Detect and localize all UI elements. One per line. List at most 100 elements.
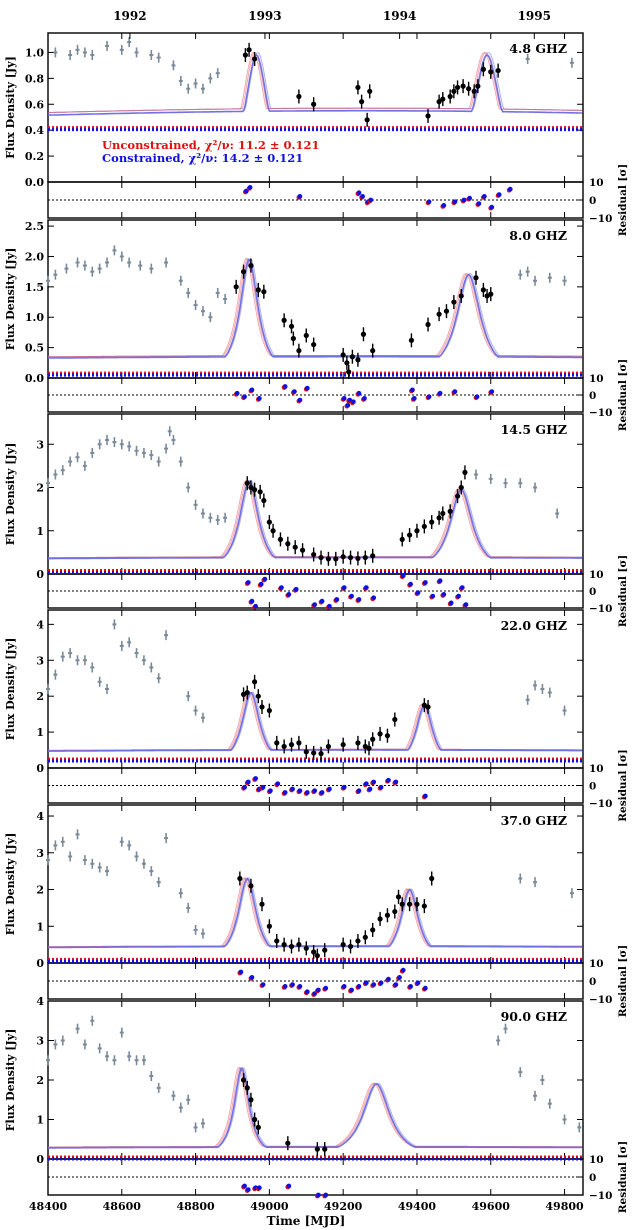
y-tick-label: 2.0 <box>25 250 44 263</box>
data-point <box>303 749 309 755</box>
residual-axis-label: Residual [σ] <box>617 749 629 821</box>
residual-point-constrained <box>378 784 384 790</box>
data-point <box>377 731 383 737</box>
model-curve <box>47 877 583 948</box>
model-curve <box>48 692 583 752</box>
data-point <box>270 528 276 534</box>
data-point <box>367 88 373 94</box>
data-point <box>425 704 431 710</box>
data-point <box>246 47 252 53</box>
data-point <box>274 740 280 746</box>
data-point <box>299 547 306 553</box>
residual-point-constrained <box>275 781 281 787</box>
residual-tick-label: 0 <box>589 195 596 207</box>
panel-14-5-ghz: 0 1 2 3 Flux Density [Jy] 14.5 GHZ 10 0 −10 Resid… <box>4 413 629 627</box>
data-point <box>359 99 365 105</box>
data-point <box>392 716 398 723</box>
band-label: 4.8 GHZ <box>509 41 567 56</box>
residual-point-constrained <box>467 195 473 201</box>
residual-point-constrained <box>304 385 310 391</box>
data-point <box>421 903 427 909</box>
residual-point-constrained <box>362 396 367 401</box>
residual-point-constrained <box>238 969 244 975</box>
y-tick-label: 0.4 <box>25 124 44 137</box>
residual-point-constrained <box>242 394 247 400</box>
band-label: 37.0 GHZ <box>501 813 567 828</box>
data-point <box>252 56 258 62</box>
residual-point-constrained <box>422 580 428 585</box>
band-label: 90.0 GHZ <box>501 1009 567 1024</box>
data-point <box>311 750 317 756</box>
data-point <box>362 934 368 940</box>
residual-point-constrained <box>397 975 402 980</box>
residual-tick-label: −10 <box>589 213 612 225</box>
y-tick-label: 2 <box>36 1074 44 1087</box>
residual-point-constrained <box>349 987 354 993</box>
residual-point-constrained <box>456 593 461 599</box>
band-label: 8.0 GHZ <box>509 228 567 243</box>
data-point <box>447 508 453 514</box>
model-curve <box>48 480 583 560</box>
data-point <box>288 943 295 950</box>
data-point <box>311 341 317 348</box>
y-tick-label: 2 <box>36 482 44 495</box>
residual-point-constrained <box>279 585 284 590</box>
data-point <box>244 1085 250 1091</box>
data-point <box>458 293 464 299</box>
model-curve <box>48 479 583 559</box>
data-point <box>425 113 431 119</box>
residual-tick-label: 10 <box>589 177 604 189</box>
data-point <box>311 551 317 558</box>
residual-axis-label: Residual [σ] <box>617 164 629 236</box>
residual-point-constrained <box>297 788 303 794</box>
residual-point-constrained <box>290 786 295 792</box>
data-point <box>314 953 320 959</box>
data-point <box>362 554 368 561</box>
data-point <box>318 751 324 757</box>
data-point <box>340 742 346 748</box>
y-axis-label: Flux Density [Jy] <box>4 248 17 351</box>
residual-tick-label: −10 <box>589 407 612 419</box>
residual-point-constrained <box>371 779 377 785</box>
x-tick-label: 49200 <box>324 1200 363 1213</box>
data-point <box>377 916 383 922</box>
y-tick-label: 1 <box>36 1114 44 1127</box>
data-point <box>347 943 354 950</box>
y-axis-label: Flux Density [Jy] <box>4 638 17 741</box>
band-label: 14.5 GHZ <box>501 422 567 437</box>
y-tick-label: 3 <box>36 1035 44 1048</box>
data-point <box>311 101 317 107</box>
data-point <box>462 469 468 475</box>
residual-point-constrained <box>363 781 369 787</box>
data-point <box>454 493 461 499</box>
x-tick-label: 48600 <box>103 1200 142 1213</box>
residual-point-constrained <box>260 982 266 987</box>
residual-point-constrained <box>441 203 447 208</box>
data-point <box>475 83 481 89</box>
residual-point-constrained <box>304 989 310 995</box>
residual-point-constrained <box>286 1183 292 1189</box>
data-point <box>429 519 435 525</box>
data-point <box>303 945 309 951</box>
data-point <box>392 908 398 915</box>
residual-point-constrained <box>249 598 255 604</box>
data-point <box>355 938 361 944</box>
residual-point-constrained <box>371 595 377 601</box>
residual-point-constrained <box>323 1192 329 1198</box>
data-point <box>244 480 250 486</box>
residual-point-constrained <box>393 779 399 785</box>
data-point <box>296 93 302 100</box>
y-tick-label: 1 <box>36 920 44 933</box>
data-point <box>311 949 317 955</box>
residual-point-constrained <box>367 786 373 792</box>
data-point <box>242 52 248 58</box>
x-tick-label: 48400 <box>29 1200 68 1213</box>
data-point <box>364 117 370 123</box>
data-point <box>248 262 254 269</box>
residual-point-constrained <box>452 389 458 394</box>
residual-point-constrained <box>253 603 259 609</box>
data-point <box>458 484 464 491</box>
residual-point-constrained <box>459 585 465 590</box>
x-axis-label: Time [MJD] <box>267 1214 346 1228</box>
data-point <box>252 1116 258 1123</box>
